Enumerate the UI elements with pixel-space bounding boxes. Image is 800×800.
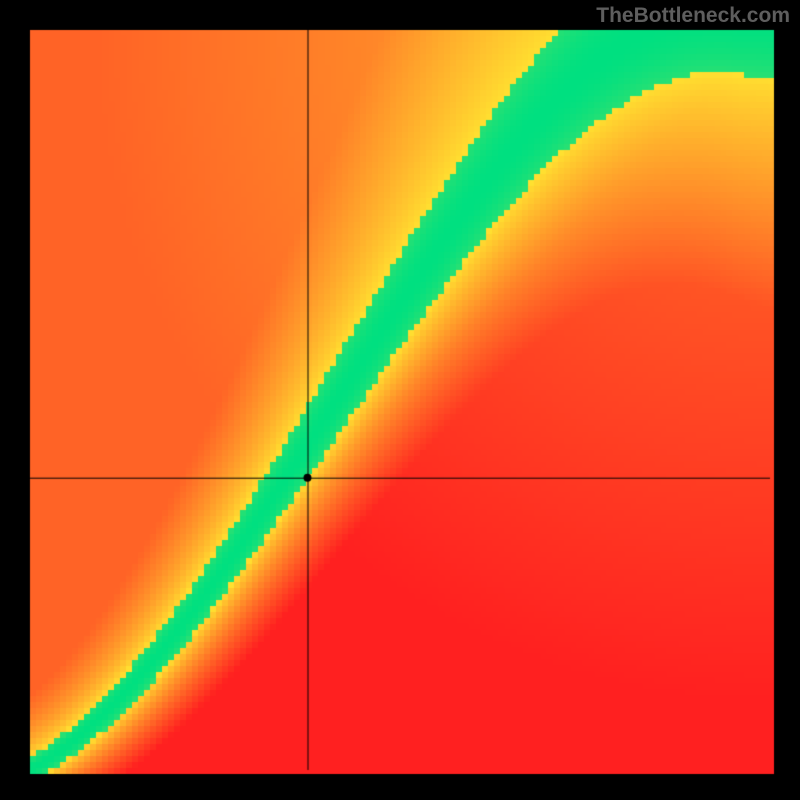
chart-container: TheBottleneck.com: [0, 0, 800, 800]
bottleneck-heatmap-canvas: [0, 0, 800, 800]
watermark-text: TheBottleneck.com: [596, 4, 790, 28]
